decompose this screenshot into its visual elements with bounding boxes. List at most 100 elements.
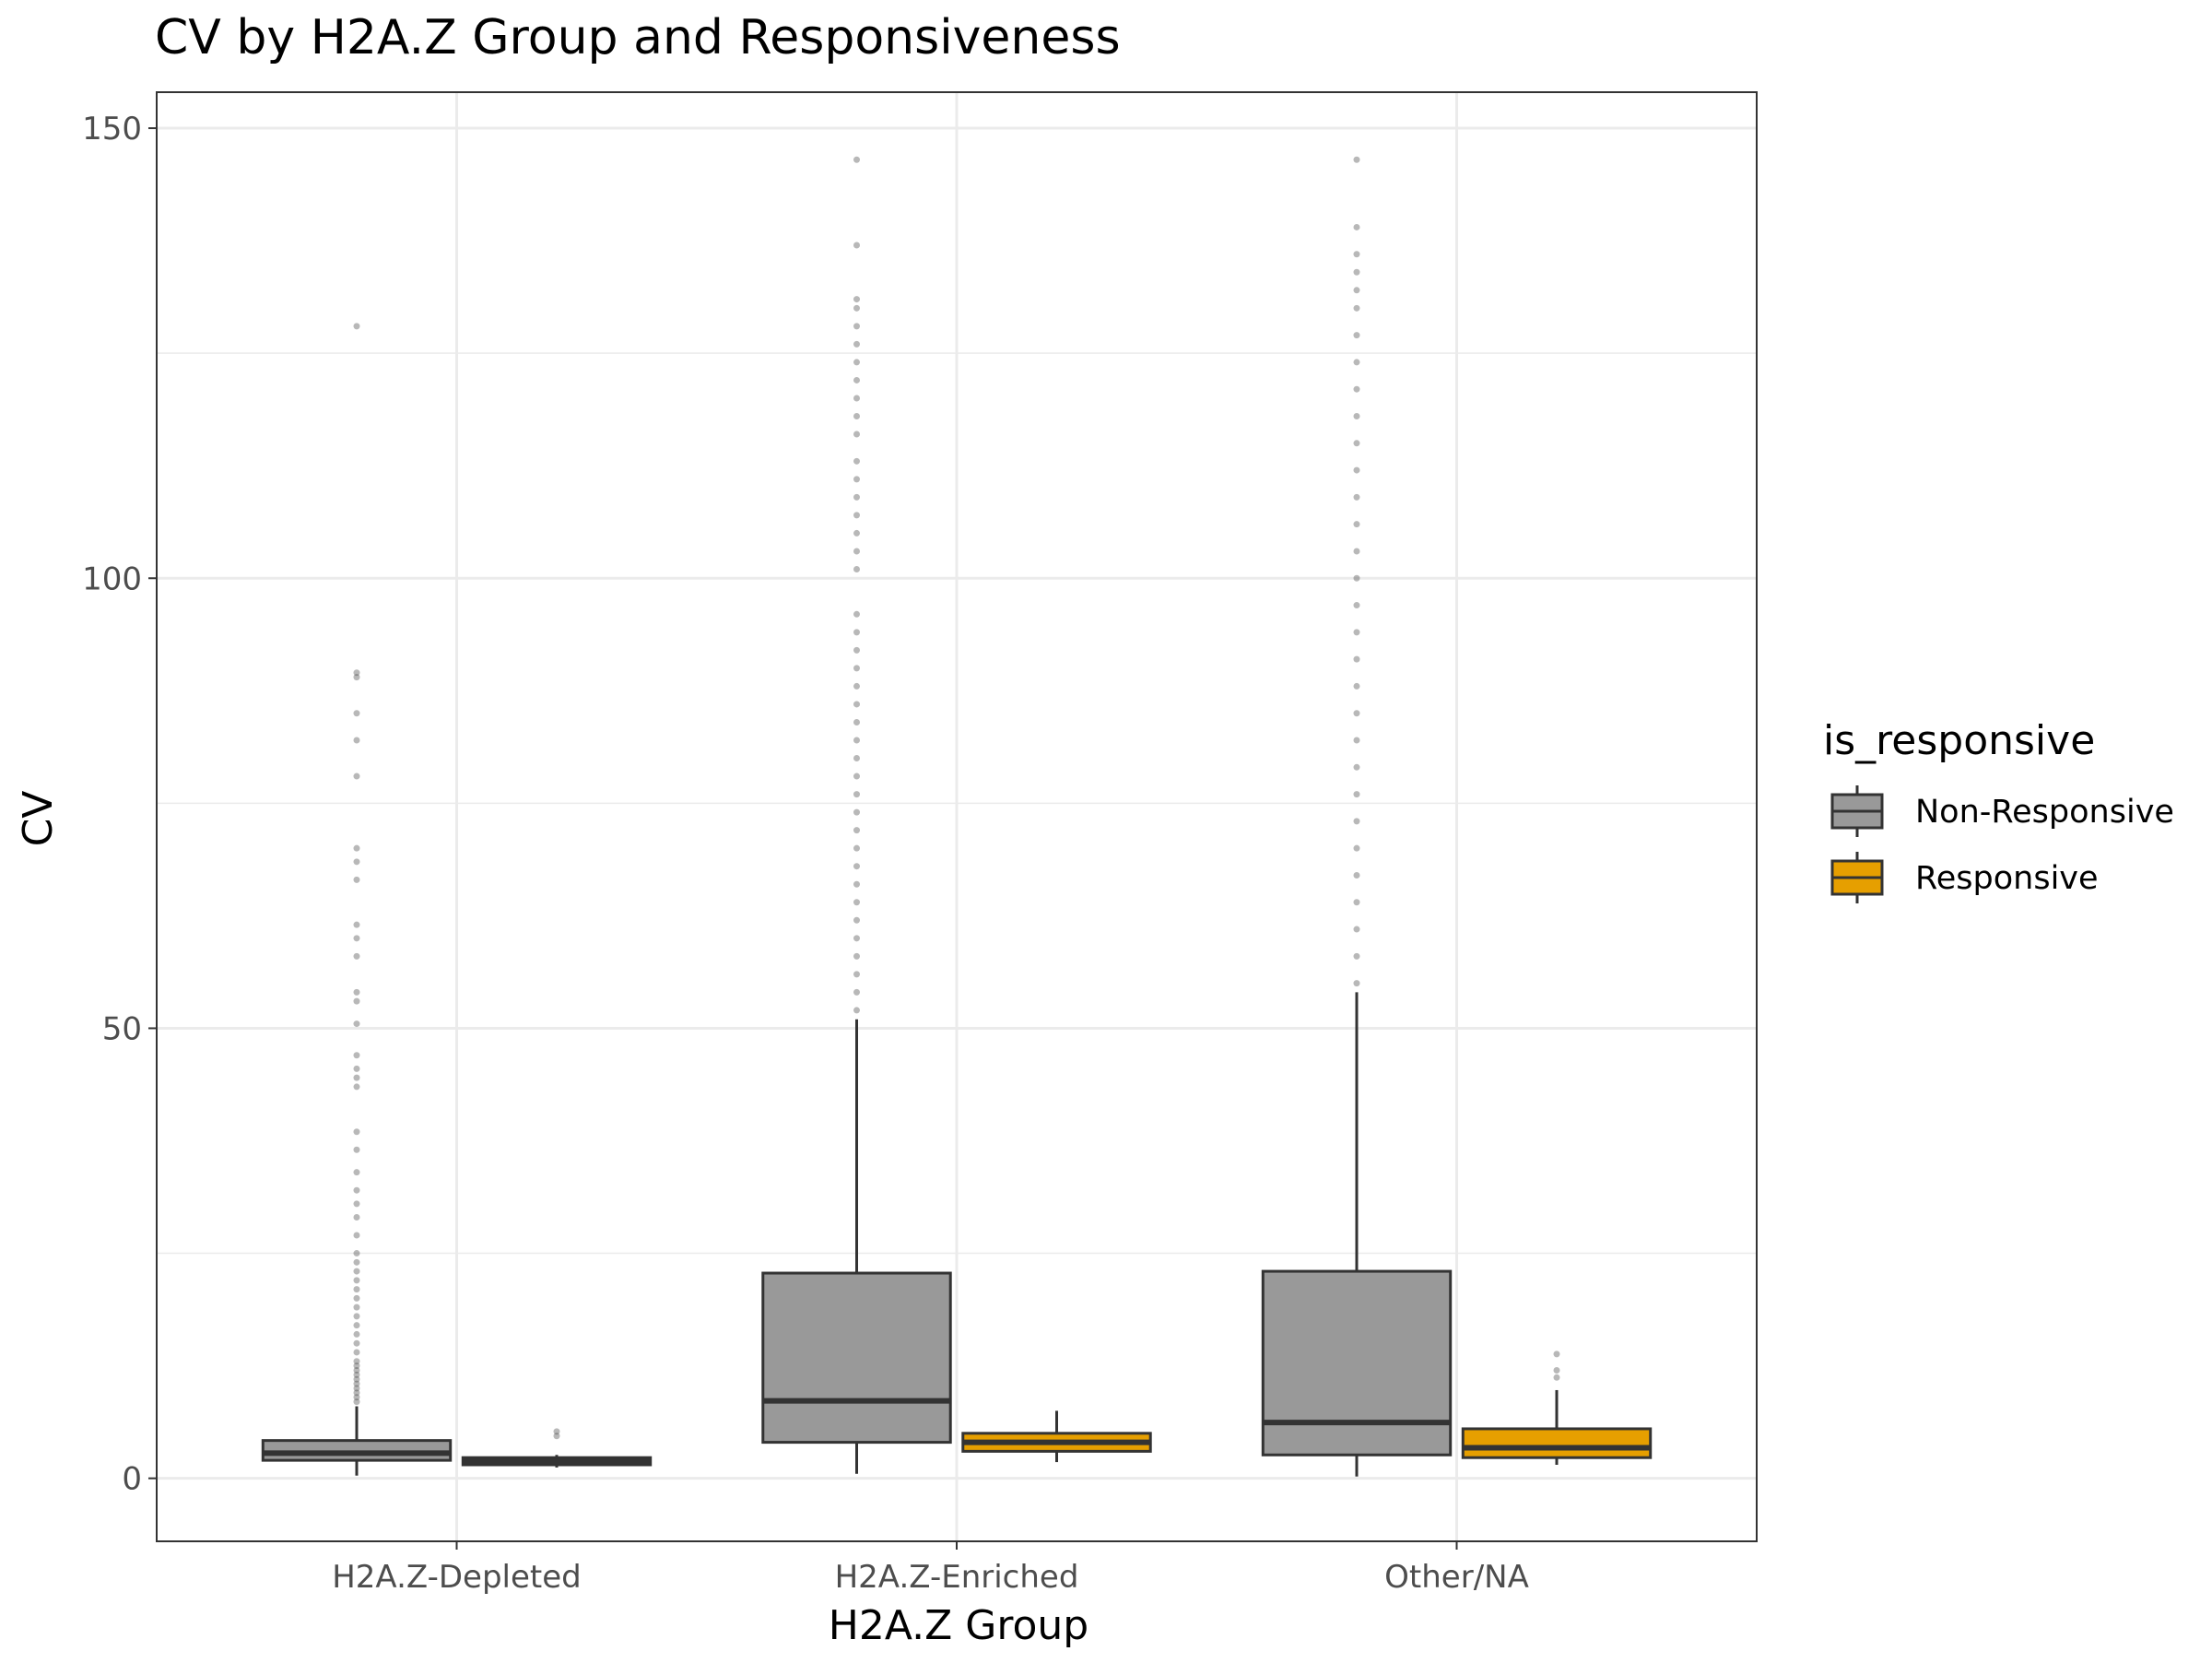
outlier-point: [353, 710, 360, 717]
outlier-point: [853, 565, 860, 572]
outlier-point: [353, 952, 360, 960]
outlier-point: [353, 1213, 360, 1221]
outlier-point: [853, 844, 860, 852]
outlier-point: [353, 1294, 360, 1302]
outlier-point: [353, 1020, 360, 1028]
outlier-point: [853, 935, 860, 942]
outlier-point: [353, 1258, 360, 1266]
outlier-point: [1353, 359, 1360, 366]
outlier-point: [853, 413, 860, 420]
legend: is_responsive Non-Responsive Responsive: [1823, 717, 2174, 903]
legend-title: is_responsive: [1823, 717, 2095, 764]
outlier-point: [1353, 818, 1360, 825]
y-tick-label: 100: [82, 560, 142, 597]
x-tick-label: H2A.Z-Enriched: [835, 1559, 1079, 1596]
x-tick-label: H2A.Z-Depleted: [332, 1559, 582, 1596]
outlier-point: [853, 755, 860, 762]
outlier-point: [353, 674, 360, 681]
outlier-point: [353, 1200, 360, 1208]
outlier-point: [353, 1303, 360, 1311]
outlier-point: [353, 1330, 360, 1338]
legend-item-non-responsive: Non-Responsive: [1830, 785, 2174, 837]
outlier-point: [353, 1380, 360, 1387]
outlier-point: [853, 718, 860, 725]
outlier-point: [853, 701, 860, 708]
outlier-point: [853, 808, 860, 816]
x-axis-title: H2A.Z Group: [829, 1602, 1088, 1649]
outlier-point: [353, 1052, 360, 1059]
y-tick-label: 50: [102, 1010, 142, 1047]
outlier-point: [353, 669, 360, 677]
iqr-box: [1461, 1427, 1653, 1459]
outlier-point: [553, 1433, 560, 1440]
outlier-point: [1353, 791, 1360, 798]
outlier-point: [853, 430, 860, 438]
outlier-point: [1353, 926, 1360, 933]
outlier-point: [353, 876, 360, 883]
y-tick-label: 150: [82, 111, 142, 147]
outlier-point: [853, 899, 860, 906]
outlier-point: [853, 827, 860, 834]
outlier-point: [353, 1398, 360, 1406]
outlier-point: [353, 1358, 360, 1365]
outlier-point: [353, 1389, 360, 1397]
outlier-point: [1553, 1366, 1560, 1374]
outlier-point: [853, 737, 860, 744]
outlier-point: [1553, 1374, 1560, 1381]
outlier-point: [1353, 899, 1360, 906]
outlier-point: [853, 457, 860, 465]
outlier-point: [353, 1268, 360, 1275]
outlier-point: [853, 863, 860, 870]
outlier-point: [353, 844, 360, 852]
outlier-point: [853, 916, 860, 924]
outlier-point: [1353, 440, 1360, 447]
outlier-point: [353, 988, 360, 996]
outlier-point: [853, 476, 860, 483]
iqr-box: [1261, 1269, 1453, 1457]
y-axis-title: CV: [15, 791, 62, 847]
legend-label: Non-Responsive: [1915, 794, 2174, 831]
outlier-point: [353, 1339, 360, 1347]
outlier-point: [853, 952, 860, 960]
outlier-point: [1353, 493, 1360, 501]
iqr-box: [761, 1271, 952, 1445]
outlier-point: [853, 971, 860, 978]
outlier-point: [1353, 251, 1360, 258]
outlier-point: [353, 1322, 360, 1329]
outlier-point: [353, 858, 360, 866]
box-non-responsive-h2a-z-depleted: [261, 323, 453, 1476]
outlier-point: [853, 682, 860, 690]
outlier-point: [353, 773, 360, 780]
outlier-point: [853, 323, 860, 330]
outlier-point: [1353, 629, 1360, 636]
outlier-point: [353, 1394, 360, 1401]
legend-item-responsive: Responsive: [1830, 852, 2099, 903]
outlier-point: [353, 921, 360, 928]
outlier-point: [853, 156, 860, 163]
outlier-point: [353, 1371, 360, 1378]
outlier-point: [853, 880, 860, 888]
outlier-point: [853, 1007, 860, 1014]
outlier-point: [353, 1065, 360, 1072]
outlier-point: [1353, 548, 1360, 555]
outlier-point: [353, 1362, 360, 1370]
outlier-point: [1353, 287, 1360, 294]
outlier-point: [853, 791, 860, 798]
outlier-point: [1353, 385, 1360, 393]
outlier-point: [1353, 871, 1360, 879]
outlier-point: [1353, 602, 1360, 609]
outlier-point: [853, 773, 860, 780]
outlier-point: [353, 1286, 360, 1293]
outlier-point: [353, 1146, 360, 1153]
outlier-point: [1553, 1350, 1560, 1358]
outlier-point: [353, 997, 360, 1005]
outlier-point: [1353, 156, 1360, 163]
outlier-point: [853, 340, 860, 348]
y-tick-label: 0: [122, 1461, 142, 1498]
box-responsive-h2a-z-enriched: [961, 1410, 1152, 1463]
outlier-point: [1353, 952, 1360, 960]
outlier-point: [353, 1186, 360, 1194]
outlier-point: [1353, 521, 1360, 528]
